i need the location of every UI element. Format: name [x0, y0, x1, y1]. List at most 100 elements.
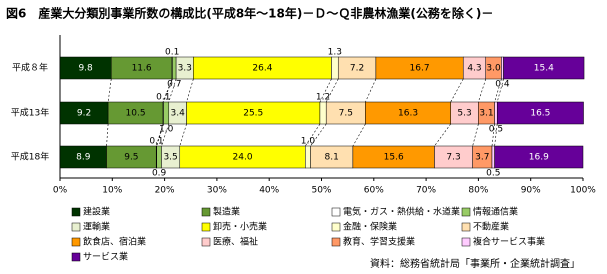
x-tick-label: 60% — [364, 186, 384, 196]
legend-label: 飲食店、宿泊業 — [83, 236, 146, 248]
data-label: 9.2 — [77, 109, 91, 119]
legend-label: サービス業 — [83, 251, 128, 263]
connector-line — [365, 78, 377, 103]
legend-swatch — [71, 237, 81, 247]
legend-swatch — [331, 207, 341, 217]
legend-swatch — [201, 237, 211, 247]
connector-line — [478, 78, 487, 103]
data-label: 1.2 — [316, 93, 330, 103]
data-label: 15.6 — [384, 153, 404, 163]
legend-swatch — [71, 207, 81, 217]
data-label: 7.3 — [446, 153, 460, 163]
data-label: 7.5 — [339, 109, 353, 119]
connector-line — [163, 78, 173, 103]
data-label: 3.7 — [475, 153, 489, 163]
data-label: 0.9 — [152, 169, 167, 179]
data-label: 16.3 — [398, 109, 418, 119]
legend-label: 卸売・小売業 — [213, 221, 267, 233]
connector-line — [162, 78, 173, 103]
bar-segment — [503, 56, 585, 80]
data-label: 9.5 — [124, 153, 138, 163]
data-label: 1.0 — [159, 125, 174, 135]
data-label: 3.0 — [486, 64, 501, 74]
legend-swatch — [461, 222, 471, 232]
legend-label: 電気・ガス・熱供給・水道業 — [343, 206, 460, 218]
y-tick-label: 平成13年 — [11, 107, 49, 119]
connector-line — [179, 123, 187, 147]
bar-segment — [491, 145, 495, 169]
data-label: 0.1 — [165, 48, 179, 58]
data-label: 10.5 — [126, 109, 146, 119]
data-label: 0.5 — [486, 169, 500, 179]
connector-line — [434, 123, 451, 147]
connector-line — [106, 123, 109, 147]
bar-segment — [319, 101, 327, 125]
legend-label: 運輸業 — [83, 221, 110, 233]
data-label: 8.1 — [325, 153, 339, 163]
x-tick-label: 50% — [311, 186, 331, 196]
connector-line — [168, 78, 177, 103]
connector-line — [319, 78, 332, 103]
data-label: 11.6 — [132, 64, 152, 74]
y-tick-label: 平成18年 — [11, 151, 49, 163]
data-label: 4.3 — [467, 64, 481, 74]
legend-label: 教育、学習支援業 — [343, 236, 415, 248]
legend-label: 製造業 — [213, 206, 240, 218]
x-tick-label: 0% — [53, 186, 68, 196]
data-label: 0.5 — [489, 125, 503, 135]
x-tick-label: 30% — [207, 186, 227, 196]
bar-segment — [156, 145, 162, 169]
chart-title: 図6 産業大分類別事業所数の構成比(平成8年～18年)－Ｄ～Ｑ非農林漁業(公務を… — [6, 6, 493, 21]
bar-segment — [501, 56, 504, 80]
legend-label: 医療、福祉 — [213, 236, 258, 248]
data-label: 15.4 — [534, 64, 554, 74]
bar-segment — [331, 56, 339, 80]
data-label: 3.3 — [178, 64, 192, 74]
bar-segment — [172, 56, 177, 80]
legend-swatch — [461, 237, 471, 247]
x-tick-label: 40% — [259, 186, 279, 196]
x-tick-label: 80% — [468, 186, 488, 196]
connector-line — [450, 78, 464, 103]
data-label: 3.1 — [479, 109, 493, 119]
data-label: 0.4 — [495, 80, 510, 90]
bar-segment — [496, 101, 584, 125]
connector-line — [310, 123, 327, 147]
data-label: 8.9 — [76, 153, 91, 163]
data-label: 16.5 — [530, 109, 550, 119]
data-label: 3.5 — [163, 153, 177, 163]
x-tick-label: 70% — [416, 186, 436, 196]
legend-swatch — [331, 237, 341, 247]
connector-line — [472, 123, 479, 147]
data-label: 16.7 — [410, 64, 430, 74]
connector-line — [305, 123, 321, 147]
data-label: 1.3 — [328, 48, 342, 58]
bar-segment — [305, 145, 311, 169]
connector-line — [107, 78, 112, 103]
x-tick-label: 90% — [521, 186, 541, 196]
legend-label: 金融・保険業 — [343, 221, 397, 233]
connector-line — [352, 123, 366, 147]
data-label: 24.0 — [233, 153, 253, 163]
data-label: 5.3 — [457, 109, 471, 119]
connector-line — [325, 78, 339, 103]
legend-swatch — [201, 207, 211, 217]
source-note: 資料：総務省統計局「事業所・企業統計調査」 — [370, 257, 580, 270]
data-label: 3.4 — [171, 109, 186, 119]
x-tick-label: 100% — [570, 186, 596, 196]
data-label: 0.1 — [156, 93, 170, 103]
x-tick-label: 20% — [155, 186, 175, 196]
legend-label: 建設業 — [83, 206, 110, 218]
legend-swatch — [331, 222, 341, 232]
y-tick-label: 平成８年 — [12, 62, 48, 74]
legend-label: 不動産業 — [473, 221, 509, 233]
legend-swatch — [461, 207, 471, 217]
legend-label: 複合サービス事業 — [473, 236, 545, 248]
bar-segment — [494, 101, 498, 125]
data-label: 25.5 — [243, 109, 263, 119]
data-label: 16.9 — [529, 153, 549, 163]
data-label: 0.1 — [149, 137, 163, 147]
bar-segment — [494, 145, 584, 169]
data-label: 7.2 — [350, 64, 364, 74]
